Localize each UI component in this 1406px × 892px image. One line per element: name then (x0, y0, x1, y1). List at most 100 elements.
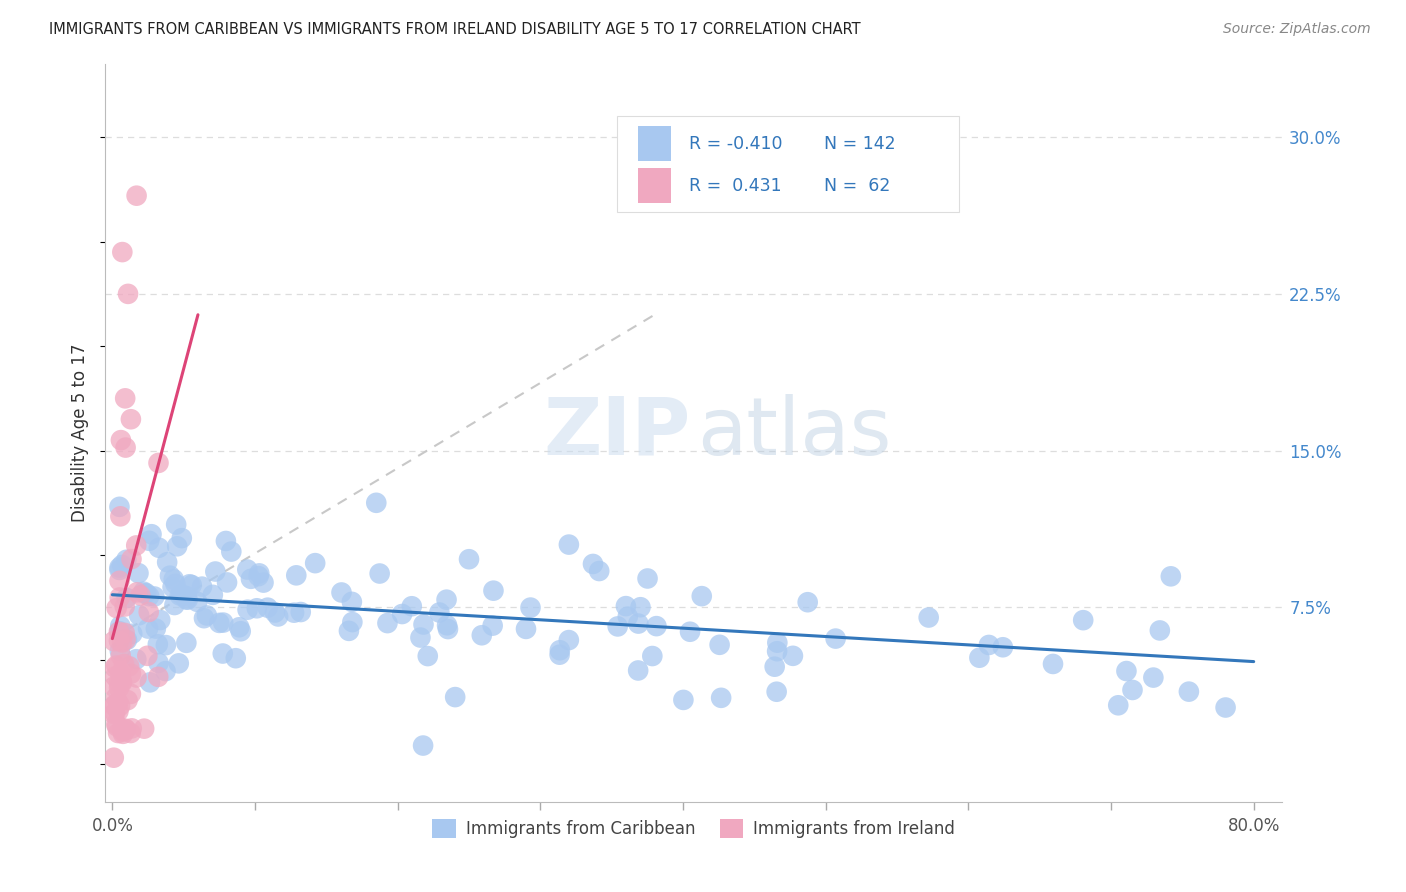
Point (782, 648, 804, 663)
Point (138, 605, 160, 619)
Point (108, 676, 131, 690)
Point (156, 555, 179, 569)
Point (155, 664, 177, 678)
Point (148, 541, 170, 555)
Point (606, 619, 628, 633)
Point (672, 693, 695, 707)
Point (108, 624, 131, 639)
Point (125, 585, 148, 599)
Point (128, 608, 150, 623)
Point (179, 577, 201, 591)
Point (104, 690, 127, 705)
FancyBboxPatch shape (638, 168, 671, 203)
Point (108, 500, 131, 514)
Point (115, 723, 138, 737)
Point (138, 589, 160, 603)
Point (1121, 682, 1143, 697)
Point (127, 566, 149, 581)
Point (627, 664, 650, 678)
Point (177, 592, 200, 607)
Point (114, 392, 136, 406)
Point (710, 690, 733, 705)
Point (111, 635, 134, 649)
Point (108, 698, 131, 713)
Point (824, 632, 846, 646)
Point (391, 607, 413, 621)
Point (169, 589, 191, 603)
Point (766, 635, 789, 649)
Point (690, 589, 713, 603)
Point (641, 648, 664, 663)
Point (111, 727, 134, 741)
FancyBboxPatch shape (638, 126, 671, 161)
Point (118, 659, 141, 673)
Point (1215, 700, 1237, 714)
Point (163, 572, 186, 586)
Point (132, 584, 155, 599)
Point (340, 595, 363, 609)
Point (337, 624, 360, 638)
Point (167, 657, 190, 671)
Point (285, 568, 308, 582)
Point (105, 658, 128, 673)
Point (108, 624, 131, 639)
Point (170, 531, 193, 545)
Point (215, 575, 238, 590)
Point (290, 605, 312, 619)
Point (180, 578, 202, 592)
Point (120, 687, 142, 701)
Point (111, 675, 134, 690)
Point (409, 631, 432, 645)
Point (215, 533, 238, 548)
Point (103, 706, 125, 721)
Point (103, 698, 125, 713)
Point (637, 572, 659, 586)
Point (148, 670, 170, 684)
Point (377, 616, 399, 631)
Point (246, 601, 269, 615)
Point (121, 552, 143, 566)
Point (482, 583, 505, 598)
Point (519, 600, 541, 615)
Point (444, 690, 467, 705)
Point (1071, 613, 1094, 627)
Point (149, 613, 172, 627)
Point (627, 616, 650, 631)
Point (330, 585, 353, 599)
Point (121, 627, 143, 641)
Point (252, 575, 274, 590)
Point (111, 724, 134, 739)
Point (412, 617, 434, 632)
Point (614, 599, 637, 614)
Point (617, 609, 640, 624)
Point (437, 622, 460, 636)
Point (304, 556, 326, 570)
Point (918, 610, 941, 624)
Point (125, 538, 148, 552)
Point (112, 657, 135, 671)
Point (969, 650, 991, 665)
Point (103, 750, 125, 764)
Y-axis label: Disability Age 5 to 17: Disability Age 5 to 17 (72, 343, 89, 522)
Text: Source: ZipAtlas.com: Source: ZipAtlas.com (1223, 22, 1371, 37)
Point (108, 681, 131, 695)
Point (111, 723, 134, 737)
Text: R = -0.410: R = -0.410 (689, 135, 783, 153)
Point (165, 576, 187, 591)
Point (548, 643, 571, 657)
Point (105, 717, 128, 731)
Point (176, 636, 198, 650)
Point (1115, 664, 1137, 678)
Point (342, 615, 364, 629)
Point (236, 562, 259, 576)
Point (239, 572, 262, 586)
Point (141, 527, 163, 541)
Point (436, 618, 458, 632)
Point (645, 619, 668, 633)
FancyBboxPatch shape (617, 116, 959, 211)
Point (212, 615, 235, 630)
Point (1160, 569, 1182, 583)
Point (458, 552, 481, 566)
Point (108, 666, 131, 681)
Text: N =  62: N = 62 (824, 177, 891, 194)
